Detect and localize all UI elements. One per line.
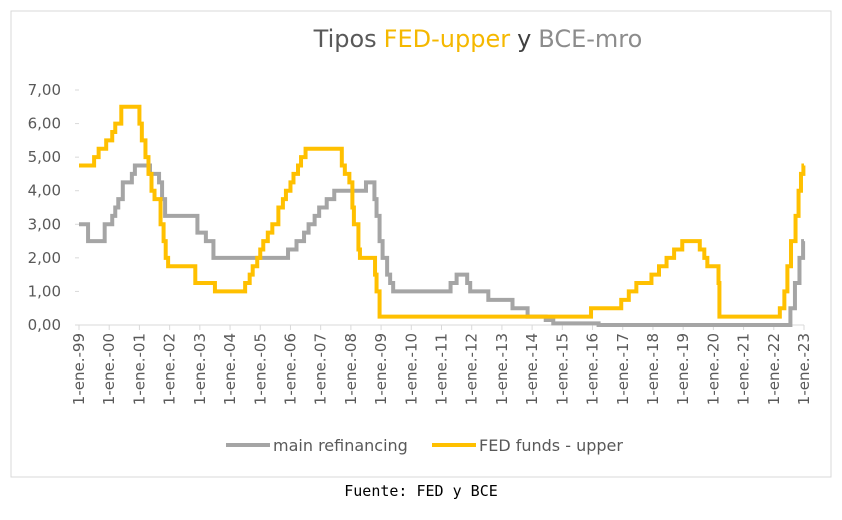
x-tick-label: 1-ene.-03	[191, 333, 209, 405]
x-tick-label: 1-ene.-13	[493, 333, 511, 405]
title-part: Tipos	[313, 25, 377, 53]
x-tick-label: 1-ene.-16	[584, 333, 602, 405]
x-tick-label: 1-ene.-19	[674, 333, 692, 405]
x-tick-label: 1-ene.-11	[433, 333, 451, 405]
source-note: Fuente: FED y BCE	[344, 482, 498, 500]
x-tick-label: 1-ene.-04	[221, 333, 239, 405]
x-tick-label: 1-ene.-99	[70, 333, 88, 405]
x-tick-label: 1-ene.-23	[795, 333, 813, 405]
x-tick-label: 1-ene.-20	[704, 333, 722, 405]
x-tick-label: 1-ene.-12	[463, 333, 481, 405]
x-tick-label: 1-ene.-22	[765, 333, 783, 405]
y-tick-label: 3,00	[28, 215, 61, 233]
x-tick-label: 1-ene.-14	[523, 333, 541, 405]
y-tick-label: 0,00	[28, 316, 61, 334]
x-tick-label: 1-ene.-02	[161, 333, 179, 405]
y-tick-label: 2,00	[28, 249, 61, 267]
x-tick-label: 1-ene.-10	[402, 333, 420, 405]
legend-label: main refinancing	[273, 436, 408, 455]
y-tick-label: 6,00	[28, 115, 61, 133]
x-tick-label: 1-ene.-07	[312, 333, 330, 405]
x-tick-label: 1-ene.-00	[100, 333, 118, 405]
x-tick-label: 1-ene.-09	[372, 333, 390, 405]
x-tick-label: 1-ene.-18	[644, 333, 662, 405]
x-tick-label: 1-ene.-01	[130, 333, 148, 405]
x-tick-label: 1-ene.-17	[614, 333, 632, 405]
chart-title: Tipos FED-upper y BCE-mro	[313, 25, 643, 53]
y-tick-label: 7,00	[28, 81, 61, 99]
y-tick-label: 1,00	[28, 282, 61, 300]
y-tick-label: 5,00	[28, 148, 61, 166]
x-tick-label: 1-ene.-08	[342, 333, 360, 405]
legend-label: FED funds - upper	[479, 436, 623, 455]
x-tick-label: 1-ene.-05	[251, 333, 269, 405]
y-tick-label: 4,00	[28, 182, 61, 200]
title-part: BCE-mro	[538, 25, 642, 53]
x-tick-label: 1-ene.-15	[553, 333, 571, 405]
title-part: FED-upper	[384, 25, 511, 53]
series-line	[79, 104, 806, 319]
x-tick-label: 1-ene.-21	[735, 333, 753, 405]
chart-frame	[10, 10, 832, 478]
title-part: y	[517, 25, 531, 53]
x-tick-label: 1-ene.-06	[281, 333, 299, 405]
